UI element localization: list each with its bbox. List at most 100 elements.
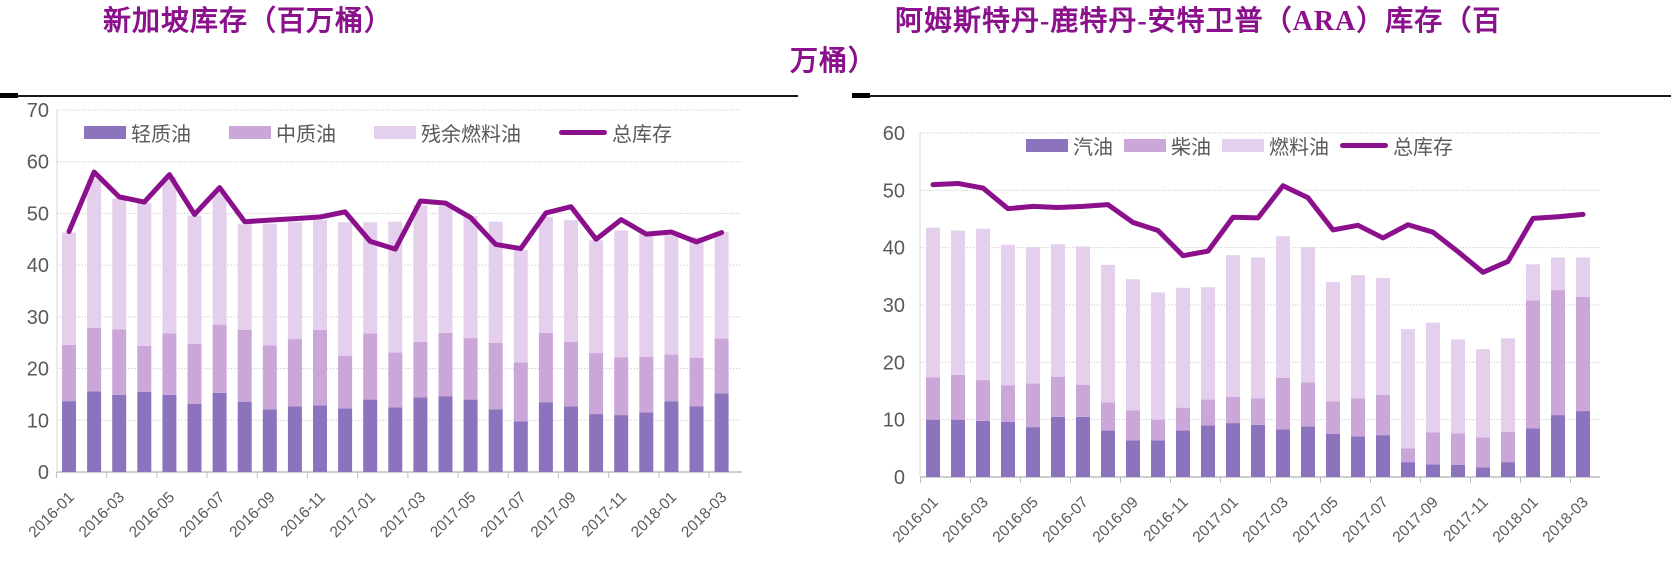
ara-chart-title-line1: 阿姆斯特丹-鹿特丹-安特卫普（ARA）库存（百: [895, 6, 1502, 37]
bar-segment: [1526, 300, 1540, 429]
bar-segment: [1526, 264, 1540, 301]
bar-segment: [1001, 385, 1015, 422]
bar-segment: [62, 232, 76, 345]
total-inventory-line: [66, 169, 725, 252]
bar-segment: [513, 250, 528, 363]
bar-segment: [162, 394, 177, 472]
bar-segment: [1301, 247, 1315, 383]
x-tick-label: 2017-11: [579, 489, 630, 540]
bar-segment: [62, 344, 76, 402]
bar-segment: [363, 399, 378, 472]
ara-chart-title-line2: 万桶）: [790, 46, 878, 77]
bar-segment: [689, 357, 704, 407]
bar-segment: [112, 394, 127, 472]
bar-segment: [1226, 255, 1240, 397]
bar-segment: [1151, 419, 1165, 441]
x-tick-label: 2018-03: [678, 489, 730, 541]
x-tick-label: 2017-09: [528, 489, 580, 541]
bar-segment: [1426, 322, 1440, 433]
y-tick-label: 30: [27, 307, 49, 329]
bar-segment: [1501, 431, 1515, 463]
legend-item-line: 总库存: [1340, 131, 1453, 160]
total-inventory-line: [930, 180, 1586, 275]
right-figure-rule-dash: [852, 93, 870, 98]
x-tick-label: 2016-01: [890, 494, 942, 546]
left-figure-top-rule: [0, 95, 798, 97]
bar-segment: [1001, 244, 1015, 386]
bar-segment: [689, 237, 704, 358]
bar-segment: [1201, 287, 1215, 400]
legend-label: 柴油: [1171, 137, 1211, 159]
bar-segment: [564, 220, 578, 342]
x-tick-label: 2017-07: [477, 489, 529, 541]
bar-segment: [1376, 435, 1390, 477]
x-tick-label: 2017-05: [1290, 494, 1342, 546]
bar-segment: [589, 414, 604, 472]
y-tick-label: 0: [894, 467, 905, 489]
x-tick-label: 2018-01: [1490, 494, 1542, 546]
bar-segment: [137, 203, 152, 346]
legend-item-bar: 残余燃料油: [374, 118, 521, 147]
bar-segment: [162, 177, 177, 334]
bar-segment: [1476, 467, 1490, 477]
bar-segment: [976, 228, 990, 381]
x-tick-label: 2017-03: [1240, 494, 1292, 546]
bar-segment: [1451, 433, 1465, 465]
x-tick-label: 2017-05: [427, 489, 479, 541]
bar-segment: [87, 179, 102, 328]
bar-segment: [1551, 290, 1565, 416]
bar-segment: [262, 223, 277, 346]
bar-segment: [614, 357, 629, 416]
legend-label: 汽油: [1073, 137, 1113, 159]
bar-segment: [313, 220, 327, 330]
x-tick-label: 2018-01: [628, 489, 680, 541]
bar-segment: [1501, 338, 1515, 432]
singapore-chart-title: 新加坡库存（百万桶）: [103, 2, 393, 42]
bar-segment: [137, 391, 152, 472]
bar-segment: [1376, 278, 1390, 396]
bar-segment: [1226, 396, 1240, 424]
legend-color-swatch: [229, 126, 271, 139]
bar-segment: [463, 338, 478, 400]
legend-label: 中质油: [276, 124, 336, 146]
bar-segment: [1151, 292, 1165, 420]
bar-segment: [1051, 416, 1065, 477]
bar-segment: [87, 391, 102, 472]
bar-segment: [1351, 436, 1365, 477]
x-tick-label: 2016-07: [176, 489, 228, 541]
bar-segment: [1351, 275, 1365, 399]
bar-segment: [1251, 257, 1265, 399]
y-tick-label: 40: [27, 255, 49, 277]
bar-segment: [714, 232, 729, 339]
bar-segment: [589, 240, 604, 354]
bar-segment: [1201, 425, 1215, 477]
bar-segment: [1351, 398, 1365, 437]
bar-segment: [187, 403, 202, 472]
bar-segment: [951, 374, 965, 420]
bar-segment: [1476, 437, 1490, 468]
x-tick-label: 2017-03: [377, 489, 429, 541]
bar-segment: [1251, 398, 1265, 425]
bar-segment: [463, 399, 478, 472]
ara-chart-legend: 汽油 柴油 燃料油 总库存: [1026, 131, 1453, 160]
bar-segment: [1401, 448, 1415, 463]
bar-segment: [287, 339, 302, 407]
bar-segment: [1201, 399, 1215, 426]
y-tick-label: 10: [27, 410, 49, 432]
bar-segment: [639, 412, 654, 472]
bar-segment: [388, 352, 403, 408]
x-tick-label: 2016-09: [1090, 494, 1142, 546]
bar-segment: [664, 401, 679, 472]
bar-segment: [589, 353, 604, 415]
bar-segment: [338, 222, 353, 356]
bar-segment: [689, 406, 704, 472]
bar-segment: [639, 356, 654, 413]
legend-label: 轻质油: [131, 124, 191, 146]
bar-segment: [1576, 257, 1590, 297]
bar-segment: [1326, 434, 1340, 477]
singapore-chart-title-text: 新加坡库存（百万桶）: [103, 6, 394, 37]
bar-segment: [438, 332, 453, 397]
bar-segment: [614, 415, 629, 472]
bar-segment: [112, 329, 127, 395]
x-tick-label: 2017-01: [1190, 494, 1242, 546]
